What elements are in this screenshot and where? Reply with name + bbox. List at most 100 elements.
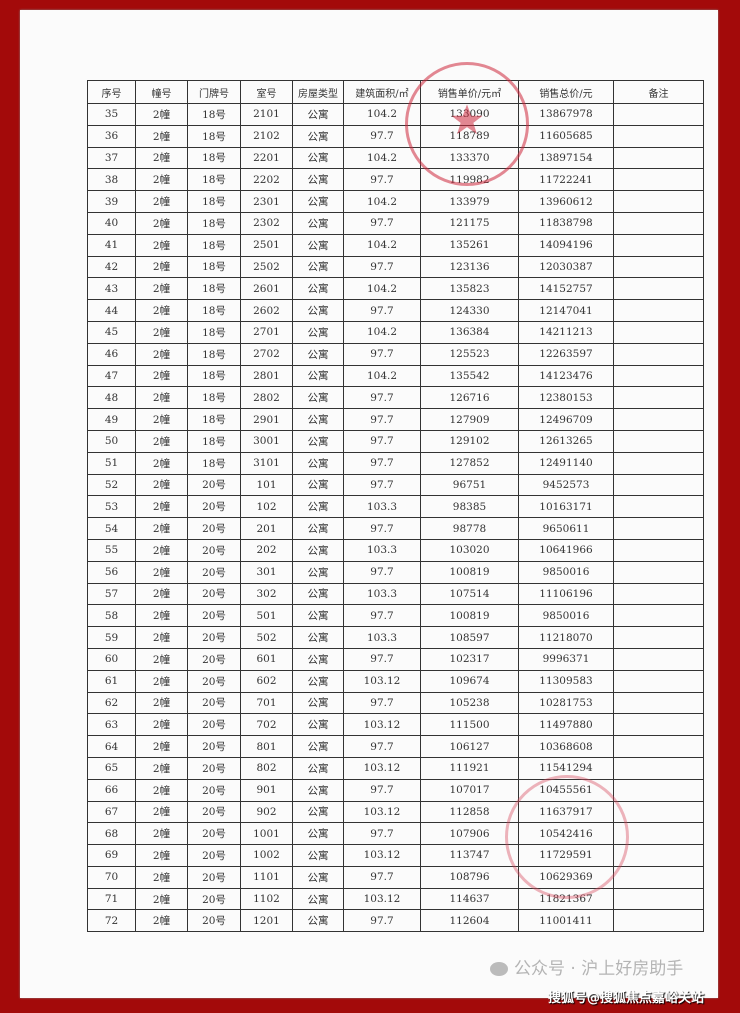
table-cell: 2901 xyxy=(240,408,293,431)
table-cell xyxy=(613,887,704,911)
table-cell: 97.7 xyxy=(343,342,421,366)
table-cell: 56 xyxy=(87,560,136,584)
table-cell: 39 xyxy=(87,190,136,213)
table-cell: 52 xyxy=(87,473,136,497)
table-cell: 2302 xyxy=(240,211,293,235)
table-cell: 601 xyxy=(240,647,293,671)
table-cell: 104.2 xyxy=(343,364,421,388)
table-cell: 2幢 xyxy=(135,342,188,366)
table-cell: 58 xyxy=(87,604,136,628)
table-cell: 37 xyxy=(87,146,136,170)
table-cell: 104.2 xyxy=(343,190,421,213)
table-cell: 2幢 xyxy=(135,669,188,693)
table-row: 50 2幢 18号 3001 公寓 97.7 129102 12613265 xyxy=(87,429,704,453)
table-cell: 127909 xyxy=(420,408,519,431)
table-cell: 97.7 xyxy=(343,517,421,540)
table-cell: 18号 xyxy=(187,429,241,453)
table-cell xyxy=(613,538,704,562)
table-cell: 公寓 xyxy=(292,778,344,802)
table-cell: 公寓 xyxy=(292,582,344,606)
table-cell: 114637 xyxy=(420,887,519,911)
table-cell: 2幢 xyxy=(135,124,188,148)
table-cell: 18号 xyxy=(187,168,241,192)
table-cell xyxy=(613,299,704,322)
table-cell: 18号 xyxy=(187,233,241,257)
table-cell: 公寓 xyxy=(292,756,344,780)
table-cell: 2502 xyxy=(240,255,293,279)
table-cell: 124330 xyxy=(420,299,519,322)
table-cell: 2102 xyxy=(240,124,293,148)
wechat-icon xyxy=(490,962,508,976)
table-cell: 公寓 xyxy=(292,277,344,301)
table-cell xyxy=(613,865,704,889)
table-cell xyxy=(613,342,704,366)
table-row: 70 2幢 20号 1101 公寓 97.7 108796 10629369 xyxy=(87,865,704,889)
table-cell: 公寓 xyxy=(292,800,344,824)
table-cell: 202 xyxy=(240,538,293,562)
table-cell: 103020 xyxy=(420,538,519,562)
table-cell xyxy=(613,517,704,540)
table-cell: 126716 xyxy=(420,386,519,410)
table-cell: 12147041 xyxy=(518,299,614,322)
table-cell: 12496709 xyxy=(518,408,614,431)
table-row: 53 2幢 20号 102 公寓 103.3 98385 10163171 xyxy=(87,495,704,519)
table-cell: 1201 xyxy=(240,909,293,933)
table-cell: 18号 xyxy=(187,299,241,322)
table-cell: 公寓 xyxy=(292,865,344,889)
table-cell: 103.3 xyxy=(343,538,421,562)
table-cell: 公寓 xyxy=(292,255,344,279)
table-cell: 104.2 xyxy=(343,233,421,257)
table-cell: 97.7 xyxy=(343,408,421,431)
table-cell: 2幢 xyxy=(135,408,188,431)
table-cell: 18号 xyxy=(187,364,241,388)
table-cell: 20号 xyxy=(187,822,241,846)
table-cell: 9850016 xyxy=(518,604,614,628)
table-cell: 20号 xyxy=(187,887,241,911)
table-cell: 98385 xyxy=(420,495,519,519)
table-cell: 10281753 xyxy=(518,691,614,715)
table-cell: 62 xyxy=(87,691,136,715)
table-cell: 127852 xyxy=(420,451,519,475)
table-cell: 公寓 xyxy=(292,604,344,628)
table-row: 59 2幢 20号 502 公寓 103.3 108597 11218070 xyxy=(87,626,704,649)
table-cell: 902 xyxy=(240,800,293,824)
table-cell: 108796 xyxy=(420,865,519,889)
table-cell: 18号 xyxy=(187,451,241,475)
table-cell: 2幢 xyxy=(135,168,188,192)
table-cell: 公寓 xyxy=(292,713,344,737)
table-cell xyxy=(613,255,704,279)
table-cell: 14211213 xyxy=(518,320,614,344)
table-cell: 2101 xyxy=(240,103,293,126)
table-cell: 97.7 xyxy=(343,168,421,192)
table-cell: 11838798 xyxy=(518,211,614,235)
table-cell xyxy=(613,168,704,192)
table-cell: 11637917 xyxy=(518,800,614,824)
table-cell: 45 xyxy=(87,320,136,344)
table-cell: 11218070 xyxy=(518,626,614,649)
table-cell: 135261 xyxy=(420,233,519,257)
table-cell: 2501 xyxy=(240,233,293,257)
table-cell: 18号 xyxy=(187,342,241,366)
price-table: 序号 幢号 门牌号 室号 房屋类型 建筑面积/㎡ 销售单价/元㎡ 销售总价/元 备注 35 2幢 1… xyxy=(87,80,704,933)
table-cell: 501 xyxy=(240,604,293,628)
table-cell: 106127 xyxy=(420,735,519,758)
table-cell: 136384 xyxy=(420,320,519,344)
table-cell: 12380153 xyxy=(518,386,614,410)
table-cell: 35 xyxy=(87,103,136,126)
table-cell: 97.7 xyxy=(343,429,421,453)
table-cell: 103.3 xyxy=(343,626,421,649)
table-cell: 11722241 xyxy=(518,168,614,192)
table-cell: 97.7 xyxy=(343,822,421,846)
table-cell: 36 xyxy=(87,124,136,148)
table-cell: 13867978 xyxy=(518,103,614,126)
table-cell: 2幢 xyxy=(135,800,188,824)
table-cell: 2幢 xyxy=(135,865,188,889)
table-cell: 20号 xyxy=(187,626,241,649)
table-cell: 103.12 xyxy=(343,669,421,693)
column-header: 室号 xyxy=(240,80,293,104)
table-cell: 97.7 xyxy=(343,909,421,933)
table-cell: 71 xyxy=(87,887,136,911)
table-cell: 20号 xyxy=(187,865,241,889)
table-row: 60 2幢 20号 601 公寓 97.7 102317 9996371 xyxy=(87,647,704,671)
table-cell: 2幢 xyxy=(135,190,188,213)
